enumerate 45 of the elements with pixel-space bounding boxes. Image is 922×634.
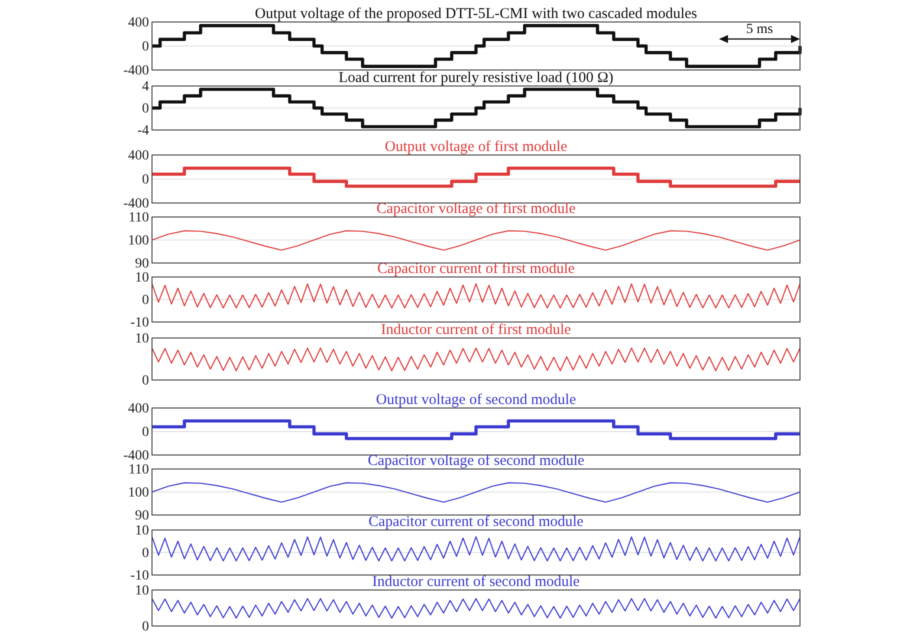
y-tick-label: 0: [142, 292, 149, 308]
chart-title: Inductor current of first module: [381, 322, 572, 338]
chart-title: Capacitor voltage of first module: [376, 201, 576, 217]
y-tick-label: 0: [142, 619, 149, 634]
line-series: [151, 348, 801, 372]
y-tick-label: 110: [128, 462, 149, 478]
chart-title: Output voltage of second module: [376, 392, 576, 408]
y-tick-label: -400: [123, 196, 149, 212]
y-tick-label: 10: [135, 270, 149, 286]
y-tick-label: 10: [135, 331, 149, 346]
y-tick-label: 100: [128, 233, 149, 248]
y-tick-label: 400: [128, 148, 149, 164]
y-tick-label: 10: [135, 583, 149, 598]
line-series: [151, 598, 801, 619]
line-series: [151, 283, 801, 308]
y-tick-label: -400: [123, 63, 149, 78]
line-series: [151, 536, 801, 562]
chart-title: Output voltage of first module: [384, 139, 568, 155]
y-tick-label: 0: [142, 424, 149, 440]
y-tick-label: 10: [135, 523, 149, 538]
y-tick-label: 90: [135, 256, 149, 272]
y-tick-label: 0: [142, 101, 149, 116]
y-tick-label: -400: [123, 448, 149, 464]
y-tick-label: -10: [130, 315, 149, 330]
chart-title: Capacitor current of second module: [368, 514, 584, 530]
line-series: [151, 230, 801, 251]
line-series: [151, 482, 801, 503]
y-tick-label: 0: [142, 39, 149, 54]
y-tick-label: 0: [142, 373, 149, 388]
y-tick-label: 400: [128, 15, 149, 30]
chart-title: Capacitor voltage of second module: [368, 453, 585, 469]
chart-title: Inductor current of second module: [372, 574, 580, 590]
y-tick-label: 110: [128, 210, 149, 226]
y-tick-label: 90: [135, 508, 149, 524]
chart-title: Capacitor current of first module: [377, 261, 576, 277]
chart-title: Load current for purely resistive load (100 Ω): [338, 70, 614, 86]
annotation: 5 ms: [746, 22, 773, 37]
chart-title: Output voltage of the proposed DTT-5L-CMI with two cascaded modules: [254, 6, 698, 22]
y-tick-label: 0: [142, 546, 149, 561]
y-tick-label: 400: [128, 401, 149, 416]
y-tick-label: 0: [142, 172, 149, 188]
y-tick-label: -10: [130, 568, 149, 584]
y-tick-label: 100: [128, 485, 149, 500]
y-tick-label: -4: [137, 123, 149, 138]
y-tick-label: 4: [142, 79, 149, 94]
